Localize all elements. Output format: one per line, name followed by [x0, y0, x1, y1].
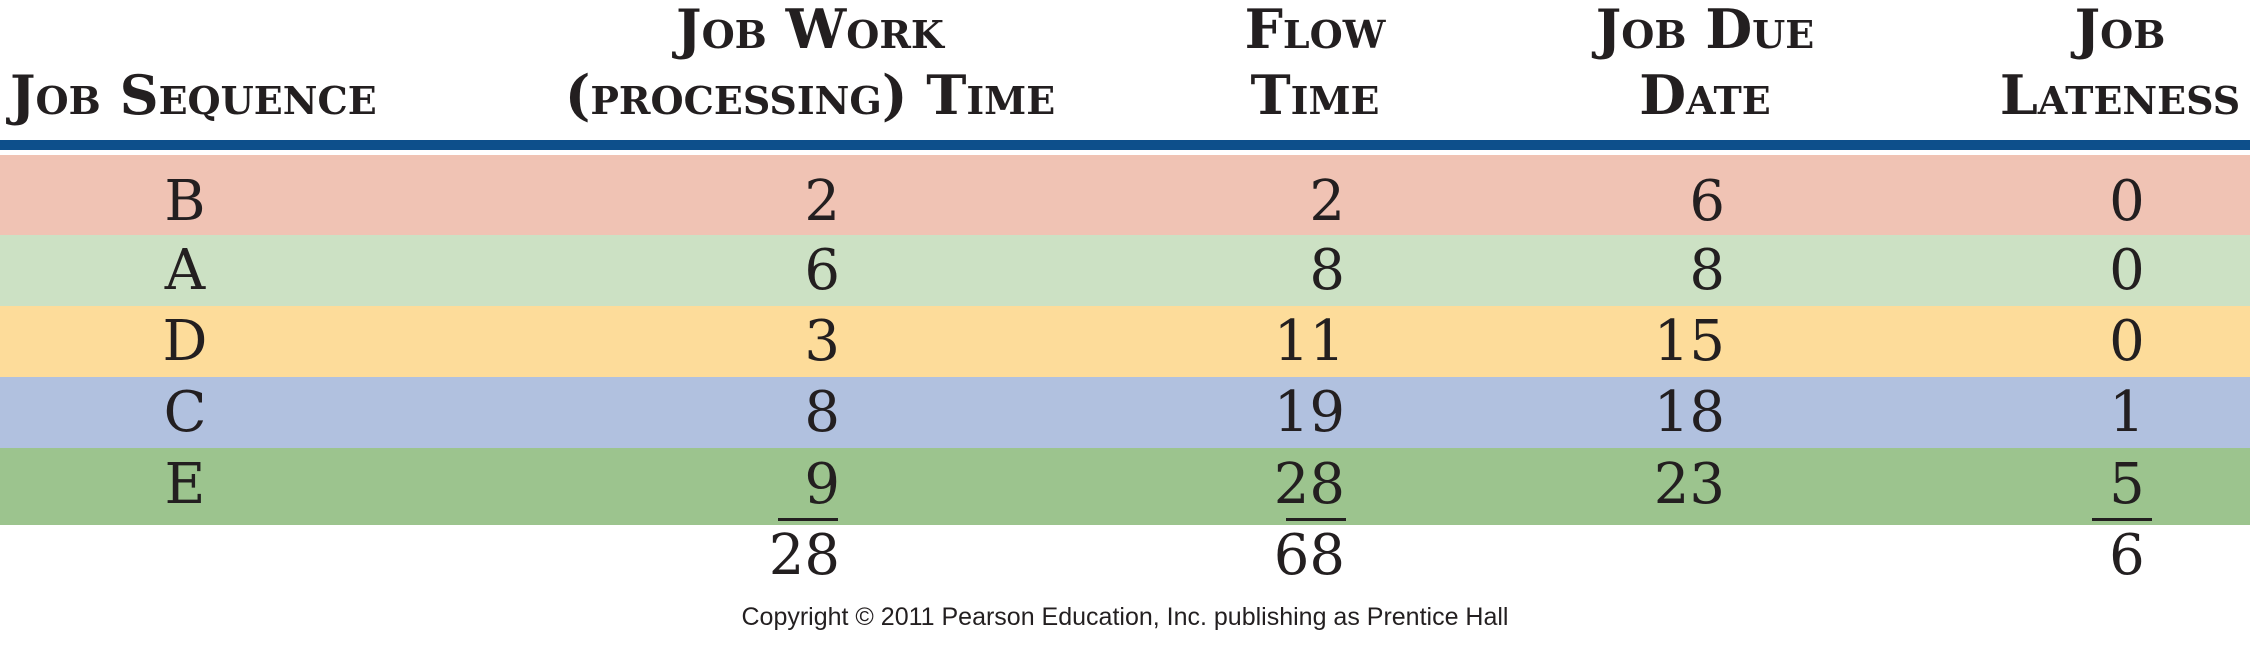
table-row: B 2 2 6 0 — [0, 155, 2250, 235]
header-flow-line2: Time — [1250, 63, 1380, 127]
header-job-sequence-line: Job Sequence — [10, 63, 377, 127]
total-flow: 68 — [1273, 523, 1345, 588]
header-flow-time: Flow Time — [1160, 0, 1470, 128]
copyright-notice: Copyright © 2011 Pearson Education, Inc.… — [741, 603, 1509, 631]
header-lateness-line1: Job — [2074, 0, 2166, 61]
flow-sum-underline — [1286, 518, 1346, 521]
table-row: E 9 28 23 5 — [0, 448, 2250, 525]
total-lateness: 6 — [2109, 523, 2145, 588]
header-job-work-line1: Job Work — [676, 0, 944, 61]
cell-job: D — [162, 309, 208, 374]
header-job-sequence: Job Sequence — [10, 62, 377, 128]
cell-job: C — [163, 380, 207, 445]
lateness-sum-underline — [2092, 518, 2152, 521]
cell-due: 18 — [1653, 380, 1725, 445]
cell-work: 3 — [804, 309, 840, 374]
header-job-due-date: Job Due Date — [1530, 0, 1880, 128]
table-row: A 6 8 8 0 — [0, 235, 2250, 306]
cell-flow: 11 — [1273, 309, 1345, 374]
header-due-line1: Job Due — [1595, 0, 1815, 61]
cell-flow: 28 — [1273, 452, 1345, 517]
cell-due: 23 — [1653, 452, 1725, 517]
cell-work: 8 — [804, 380, 840, 445]
cell-lateness: 5 — [2109, 452, 2145, 517]
cell-lateness: 0 — [2109, 238, 2145, 303]
cell-lateness: 0 — [2109, 169, 2145, 234]
cell-flow: 8 — [1309, 238, 1345, 303]
header-due-line2: Date — [1639, 63, 1771, 127]
cell-flow: 19 — [1273, 380, 1345, 445]
header-job-work-line2: (processing) Time — [564, 63, 1056, 127]
cell-lateness: 0 — [2109, 309, 2145, 374]
header-flow-line1: Flow — [1244, 0, 1386, 61]
table-row: D 3 11 15 0 — [0, 306, 2250, 377]
cell-work: 9 — [804, 452, 840, 517]
total-work: 28 — [768, 523, 840, 588]
cell-job: E — [164, 452, 206, 517]
table-row: C 8 19 18 1 — [0, 377, 2250, 448]
cell-due: 8 — [1689, 238, 1725, 303]
cell-flow: 2 — [1309, 169, 1345, 234]
header-job-lateness: Job Lateness — [1950, 0, 2250, 128]
cell-job: A — [164, 238, 206, 303]
cell-work: 2 — [804, 169, 840, 234]
cell-work: 6 — [804, 238, 840, 303]
header-rule — [0, 140, 2250, 150]
cell-due: 6 — [1689, 169, 1725, 234]
header-job-work-time: Job Work (processing) Time — [560, 0, 1060, 128]
header-lateness-line2: Lateness — [1999, 63, 2241, 127]
work-sum-underline — [778, 518, 838, 521]
cell-job: B — [164, 169, 206, 234]
cell-due: 15 — [1653, 309, 1725, 374]
cell-lateness: 1 — [2109, 380, 2145, 445]
